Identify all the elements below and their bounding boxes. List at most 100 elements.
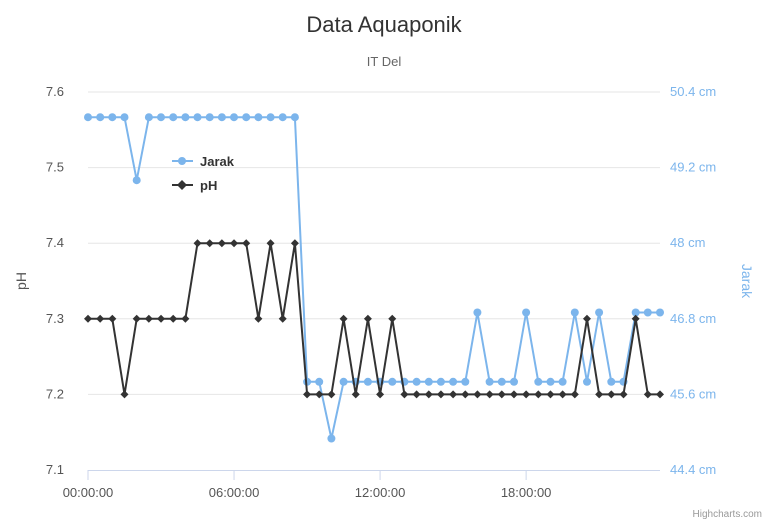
data-point-jarak[interactable] <box>595 308 604 317</box>
data-point-jarak[interactable] <box>485 377 494 386</box>
data-point-jarak[interactable] <box>497 377 506 386</box>
data-point-ph[interactable] <box>351 390 360 399</box>
data-point-jarak[interactable] <box>242 113 251 122</box>
data-point-ph[interactable] <box>461 390 470 399</box>
data-point-ph[interactable] <box>449 390 458 399</box>
data-point-jarak[interactable] <box>424 377 433 386</box>
data-point-jarak[interactable] <box>230 113 238 122</box>
data-point-ph[interactable] <box>436 390 445 399</box>
data-point-ph[interactable] <box>643 390 652 399</box>
data-point-jarak[interactable] <box>290 113 299 122</box>
data-point-ph[interactable] <box>509 390 518 399</box>
data-point-ph[interactable] <box>376 390 385 399</box>
data-point-jarak[interactable] <box>254 113 263 122</box>
data-point-jarak[interactable] <box>327 434 336 443</box>
data-point-ph[interactable] <box>278 314 287 323</box>
data-point-jarak[interactable] <box>412 377 421 386</box>
data-point-ph[interactable] <box>412 390 421 399</box>
data-point-ph[interactable] <box>473 390 482 399</box>
data-point-jarak[interactable] <box>278 113 287 122</box>
data-point-ph[interactable] <box>266 239 275 248</box>
data-point-ph[interactable] <box>157 314 166 323</box>
data-point-jarak[interactable] <box>607 377 616 386</box>
data-point-jarak[interactable] <box>157 113 165 122</box>
data-point-ph[interactable] <box>363 314 372 323</box>
data-point-jarak[interactable] <box>205 113 214 122</box>
data-point-ph[interactable] <box>254 314 263 323</box>
data-point-ph[interactable] <box>315 390 324 399</box>
credits-link[interactable]: Highcharts.com <box>693 509 762 520</box>
data-point-jarak[interactable] <box>522 308 531 317</box>
data-point-ph[interactable] <box>120 390 129 399</box>
data-point-ph[interactable] <box>570 390 579 399</box>
data-point-ph[interactable] <box>485 390 494 399</box>
data-point-jarak[interactable] <box>266 113 275 122</box>
data-point-ph[interactable] <box>96 314 105 323</box>
data-point-ph[interactable] <box>205 239 214 248</box>
data-point-ph[interactable] <box>290 239 299 248</box>
legend-item-jarak[interactable]: Jarak <box>172 154 235 169</box>
data-point-jarak[interactable] <box>558 377 567 386</box>
data-point-jarak[interactable] <box>436 377 445 386</box>
data-point-jarak[interactable] <box>315 377 324 386</box>
data-point-jarak[interactable] <box>108 113 117 122</box>
data-point-jarak[interactable] <box>181 113 190 122</box>
data-point-jarak[interactable] <box>193 113 202 122</box>
data-point-ph[interactable] <box>400 390 409 399</box>
data-point-ph[interactable] <box>339 314 348 323</box>
legend[interactable]: Jarak pH <box>172 154 235 193</box>
data-point-jarak[interactable] <box>169 113 178 122</box>
data-point-ph[interactable] <box>656 390 664 399</box>
data-point-ph[interactable] <box>388 314 397 323</box>
data-point-ph[interactable] <box>144 314 153 323</box>
data-point-ph[interactable] <box>108 314 117 323</box>
data-point-ph[interactable] <box>497 390 506 399</box>
data-point-ph[interactable] <box>169 314 178 323</box>
series-jarak[interactable] <box>84 113 664 443</box>
data-point-ph[interactable] <box>193 239 202 248</box>
data-point-jarak[interactable] <box>583 377 591 386</box>
legend-item-ph[interactable]: pH <box>172 178 217 193</box>
series-ph[interactable] <box>84 239 664 399</box>
data-point-ph[interactable] <box>522 390 531 399</box>
data-point-jarak[interactable] <box>473 308 482 317</box>
data-point-jarak[interactable] <box>132 176 141 185</box>
series-layer <box>84 113 664 443</box>
data-point-jarak[interactable] <box>217 113 226 122</box>
data-point-ph[interactable] <box>607 390 616 399</box>
data-point-ph[interactable] <box>619 390 628 399</box>
data-point-ph[interactable] <box>230 239 239 248</box>
data-point-jarak[interactable] <box>363 377 372 386</box>
data-point-jarak[interactable] <box>120 113 129 122</box>
data-point-jarak[interactable] <box>643 308 652 317</box>
data-point-jarak[interactable] <box>534 377 543 386</box>
data-point-jarak[interactable] <box>656 308 664 317</box>
data-point-ph[interactable] <box>595 390 604 399</box>
data-point-jarak[interactable] <box>339 377 348 386</box>
data-point-ph[interactable] <box>582 314 591 323</box>
data-point-jarak[interactable] <box>570 308 579 317</box>
data-point-jarak[interactable] <box>84 113 92 122</box>
data-point-jarak[interactable] <box>546 377 555 386</box>
x-tick-label: 00:00:00 <box>63 485 114 500</box>
data-point-ph[interactable] <box>84 314 92 323</box>
data-point-jarak[interactable] <box>461 377 470 386</box>
data-point-jarak[interactable] <box>144 113 153 122</box>
data-point-ph[interactable] <box>534 390 543 399</box>
data-point-ph[interactable] <box>631 314 640 323</box>
data-point-jarak[interactable] <box>510 377 518 386</box>
data-point-ph[interactable] <box>424 390 433 399</box>
data-point-ph[interactable] <box>217 239 226 248</box>
data-point-ph[interactable] <box>558 390 567 399</box>
data-point-jarak[interactable] <box>631 308 640 317</box>
data-point-ph[interactable] <box>546 390 555 399</box>
data-point-jarak[interactable] <box>388 377 397 386</box>
data-point-jarak[interactable] <box>449 377 458 386</box>
data-point-ph[interactable] <box>132 314 141 323</box>
data-point-ph[interactable] <box>242 239 251 248</box>
y-left-tick-label: 7.4 <box>46 235 64 250</box>
data-point-jarak[interactable] <box>96 113 105 122</box>
data-point-ph[interactable] <box>327 390 336 399</box>
data-point-ph[interactable] <box>303 390 312 399</box>
data-point-ph[interactable] <box>181 314 190 323</box>
